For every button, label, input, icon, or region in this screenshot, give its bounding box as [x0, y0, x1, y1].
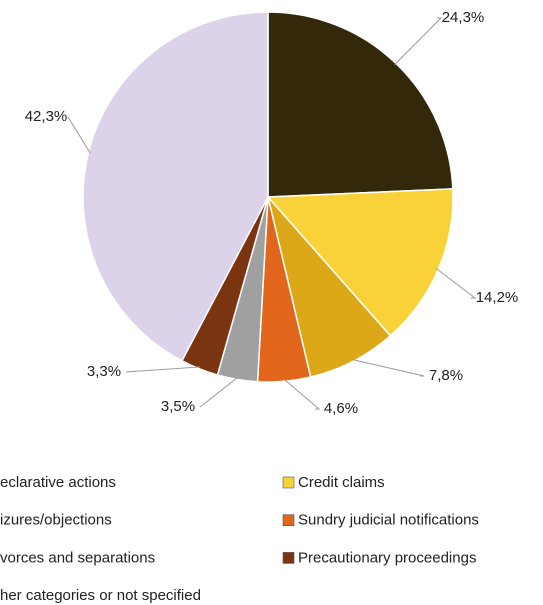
legend-swatch	[282, 552, 295, 564]
data-label: 42,3%	[25, 108, 68, 125]
legend-swatch	[282, 476, 295, 489]
legend-label: Sundry judicial notifications	[298, 512, 479, 529]
leader-line	[67, 116, 91, 154]
legend-label: Precautionary proceedings	[298, 549, 476, 566]
legend-label: Credit claims	[298, 474, 385, 491]
legend-swatch	[282, 514, 295, 527]
legend-label: izures/objections	[0, 512, 112, 529]
pie-slice	[267, 11, 454, 198]
leader-line	[125, 366, 201, 373]
data-label: 14,2%	[476, 289, 519, 306]
legend-label: her categories or not specified	[0, 587, 201, 604]
data-label: 4,6%	[324, 400, 358, 417]
data-label: 24,3%	[442, 9, 485, 26]
pie-slice	[82, 11, 269, 362]
leader-line	[283, 378, 321, 410]
data-label: 3,3%	[87, 363, 121, 380]
legend-label: vorces and separations	[0, 549, 155, 566]
leader-line	[351, 359, 425, 377]
data-label: 7,8%	[429, 367, 463, 384]
data-label: 3,5%	[161, 398, 195, 415]
leader-line	[199, 377, 238, 408]
leader-line	[436, 268, 477, 299]
legend-label: eclarative actions	[0, 474, 116, 491]
leader-line	[394, 17, 443, 66]
